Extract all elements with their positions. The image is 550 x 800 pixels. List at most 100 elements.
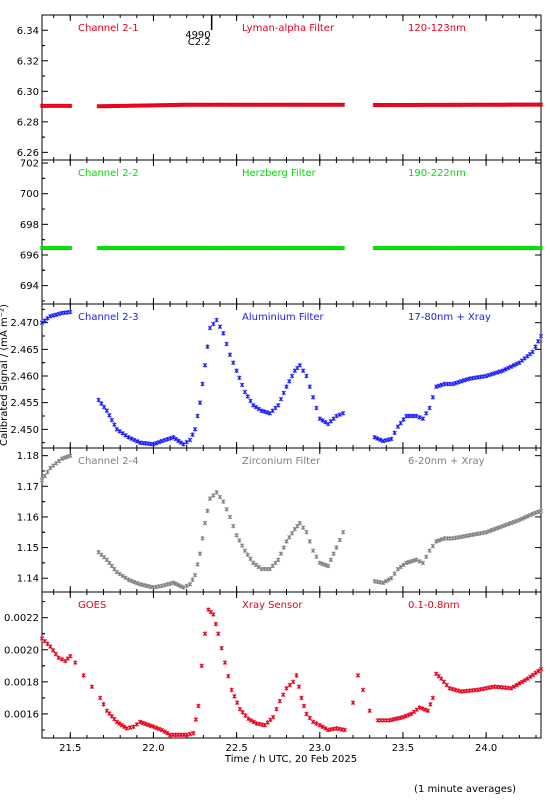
data-point <box>245 552 250 557</box>
data-point <box>503 367 508 372</box>
data-point <box>123 575 128 581</box>
data-point <box>45 316 50 321</box>
data-point <box>107 413 112 418</box>
data-point <box>506 365 511 371</box>
data-point <box>221 331 226 336</box>
data-point <box>406 712 411 718</box>
data-point <box>483 373 489 379</box>
data-point <box>231 360 236 365</box>
series-points <box>39 453 544 590</box>
data-point <box>486 372 492 378</box>
x-tick-label: 21.5 <box>59 743 81 754</box>
data-point <box>134 722 139 727</box>
data-point <box>271 714 276 720</box>
data-point <box>159 438 164 444</box>
panel-2: 694 696 698 700 702 Channel 2-2 Herzberg Filte… <box>20 159 544 305</box>
x-tick-label: 22.0 <box>142 743 164 754</box>
data-point <box>320 724 325 729</box>
data-point <box>427 405 432 411</box>
data-point <box>197 551 203 556</box>
data-point <box>483 530 489 535</box>
data-point <box>129 436 134 441</box>
data-point <box>398 564 403 570</box>
panel-frame <box>41 159 542 305</box>
series-points <box>39 607 544 737</box>
data-point <box>299 695 304 701</box>
y-axis-label: Calibrated Signal / (mA m⁻²) <box>0 304 10 446</box>
data-point <box>211 612 216 617</box>
data-point <box>222 660 228 665</box>
data-point <box>151 442 156 447</box>
y-tick-label: 0.0022 <box>4 613 39 624</box>
data-point <box>533 510 538 516</box>
data-point <box>492 371 497 376</box>
data-point <box>525 354 530 359</box>
data-point <box>162 582 167 588</box>
data-point <box>227 514 233 520</box>
data-point <box>151 724 156 729</box>
data-point <box>533 670 538 676</box>
data-point <box>234 368 239 373</box>
data-point <box>495 370 500 375</box>
data-point <box>281 692 286 697</box>
data-point <box>420 560 426 566</box>
data-point <box>456 380 461 385</box>
data-point <box>248 398 253 404</box>
data-point <box>253 404 259 410</box>
data-point <box>334 545 339 550</box>
data-point <box>310 548 316 553</box>
data-point <box>176 582 181 588</box>
y-tick-label: 0.0020 <box>4 645 39 656</box>
y-tick-label: 702 <box>20 159 39 170</box>
y-tick-label: 698 <box>20 220 39 231</box>
data-point <box>519 679 525 685</box>
panel-channel: Channel 2-4 <box>78 456 139 467</box>
data-point <box>317 560 322 566</box>
data-point <box>533 344 538 349</box>
data-point <box>262 409 267 414</box>
data-point <box>53 312 59 317</box>
panel-channel: Channel 2-3 <box>78 312 139 323</box>
data-point <box>414 413 419 419</box>
y-tick-label: 6.34 <box>17 26 39 37</box>
data-point <box>231 523 236 529</box>
data-point <box>289 531 295 536</box>
data-point <box>519 358 525 363</box>
data-point <box>514 682 519 688</box>
data-point <box>392 571 397 576</box>
data-point <box>89 684 95 689</box>
data-point <box>242 389 248 395</box>
data-point <box>56 311 62 317</box>
panel-band: 120-123nm <box>408 23 466 34</box>
data-point <box>117 429 122 434</box>
data-point <box>436 538 442 543</box>
data-point <box>50 648 56 653</box>
data-point <box>300 368 306 373</box>
data-point <box>420 706 425 711</box>
data-point <box>237 375 242 380</box>
data-point <box>165 582 170 587</box>
data-point <box>219 645 224 651</box>
data-point <box>39 477 45 483</box>
data-point <box>525 676 530 681</box>
panel-filter: Herzberg Filter <box>242 168 317 179</box>
data-point <box>248 718 254 723</box>
data-point <box>168 436 173 441</box>
data-point <box>140 720 145 726</box>
data-point <box>497 524 503 530</box>
data-point <box>383 579 388 584</box>
data-point <box>398 420 403 426</box>
data-point <box>325 563 331 569</box>
data-point <box>289 373 295 379</box>
data-point <box>162 729 167 734</box>
data-point <box>380 580 386 586</box>
data-point <box>508 686 514 691</box>
data-point <box>340 411 346 416</box>
data-point <box>486 529 492 534</box>
data-point <box>517 681 522 686</box>
data-point <box>217 324 223 329</box>
panel-channel: Channel 2-1 <box>78 23 139 34</box>
data-point <box>506 521 511 527</box>
data-point <box>96 397 101 403</box>
data-point <box>196 703 201 709</box>
